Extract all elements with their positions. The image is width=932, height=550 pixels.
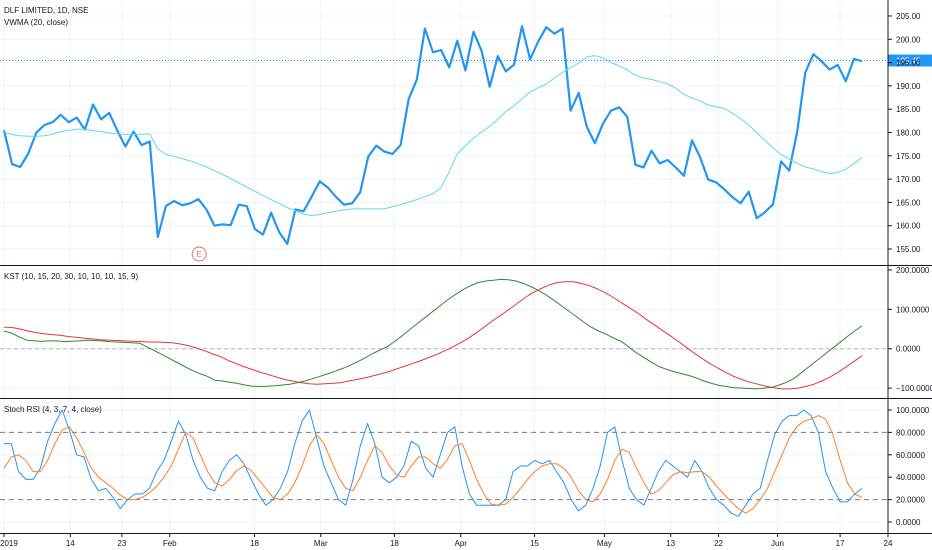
y-tick-label: 80.0000 [896,428,925,437]
last-price-tag [888,54,932,67]
y-tick-label: −100.0000 [896,384,932,393]
x-tick-label: Apr [455,539,468,548]
vwma-legend: VWMA (20, close) [4,18,68,27]
last-price-label: 195.45 [896,56,921,65]
x-tick-label: 15 [530,539,539,548]
y-tick-label: 190.00 [896,82,921,91]
price-series-line-0 [2,25,863,245]
y-tick-label: 60.0000 [896,451,925,460]
x-tick-label: 17 [836,539,845,548]
y-tick-label: 200.00 [896,35,921,44]
axes [0,0,932,534]
stoch-rsi-title: Stoch RSI (4, 3, 7, 4, close) [4,405,102,414]
x-tick-label: May [597,539,612,548]
kst-series-line-0 [3,278,863,390]
kst-title: KST (10, 15, 20, 30, 10, 10, 10, 15, 9) [4,272,139,281]
y-tick-label: 0.0000 [896,518,921,527]
earnings-marker[interactable] [191,246,207,262]
x-tick-label: 14 [66,539,75,548]
y-tick-label: 160.00 [896,222,921,231]
x-axis-labels: 2019 14 23 Feb 18 Mar 18 Apr 15 May 13 22 Jun 17 24 [0,533,893,548]
x-tick-label: 22 [714,539,723,548]
x-tick-label: Feb [163,539,177,548]
price-series-line-1 [3,55,863,216]
y-tick-label: 0.0000 [896,345,921,354]
x-tick-label: 23 [117,539,126,548]
kst-series-line-1 [3,281,863,390]
y-tick-label: 195.00 [896,59,921,68]
stoch-series-line-1 [3,415,863,514]
y-tick-label: 100.0000 [896,406,930,415]
y-tick-label: 185.00 [896,105,921,114]
x-tick-label: 24 [884,539,893,548]
y-tick-label: 20.0000 [896,496,925,505]
x-tick-label: Mar [314,539,328,548]
stoch-series-line-0 [4,409,863,517]
x-tick-label: 18 [390,539,399,548]
stoch-rsi-panel[interactable] [0,409,888,517]
y-tick-label: 40.0000 [896,473,925,482]
symbol-title: DLF LIMITED, 1D, NSE [4,6,88,15]
y-tick-label: 180.00 [896,129,921,138]
price-panel[interactable]: 195.45 E [0,25,932,262]
y-tick-label: 205.00 [896,12,921,21]
y-tick-label: 200.0000 [896,266,930,275]
x-tick-label: Jun [771,539,784,548]
y-tick-label: 170.00 [896,175,921,184]
x-tick-label: 13 [666,539,675,548]
x-tick-label: 18 [250,539,259,548]
y-tick-label: 165.00 [896,198,921,207]
y-axis-labels: 155.00 160.00 165.00 170.00 175.00 180.00 185.… [888,12,932,527]
kst-panel[interactable] [0,278,888,390]
y-tick-label: 155.00 [896,245,921,254]
x-tick-label: 2019 [0,539,18,548]
y-tick-label: 100.0000 [896,305,930,314]
earnings-marker-label: E [197,250,202,259]
y-tick-label: 175.00 [896,152,921,161]
